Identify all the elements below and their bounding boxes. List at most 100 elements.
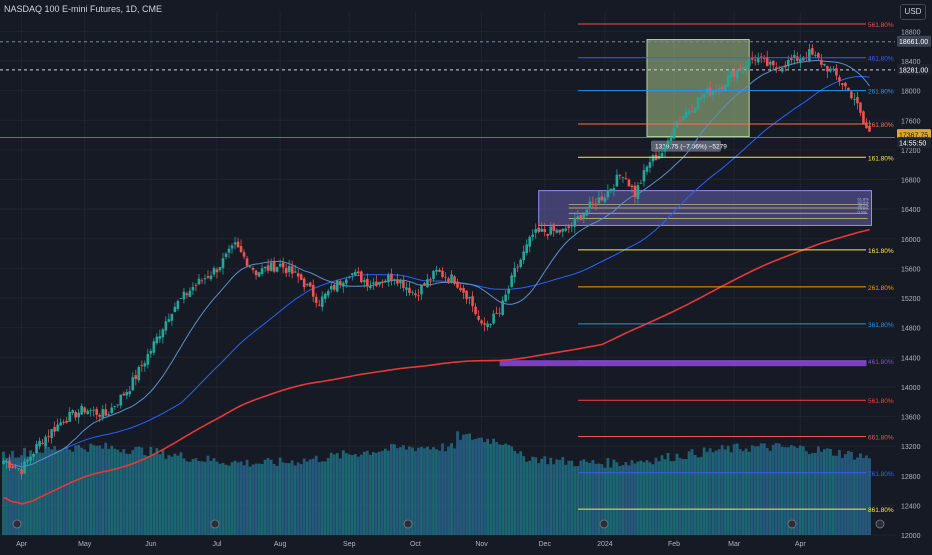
volume-bar (101, 448, 105, 535)
candle-body (687, 110, 691, 115)
candle-body (122, 393, 126, 396)
currency-button[interactable]: USD (900, 4, 926, 20)
volume-bar (299, 464, 303, 535)
volume-bar (456, 431, 459, 535)
candle-body (266, 265, 270, 271)
volume-bar (597, 463, 601, 535)
candle-body (134, 375, 138, 380)
candle-body (720, 86, 724, 89)
volume-bar (338, 458, 342, 535)
candle-body (642, 170, 646, 182)
volume-bar (591, 459, 595, 535)
candle-body (534, 229, 538, 233)
volume-bar (44, 445, 47, 535)
candle-body (663, 145, 667, 152)
volume-bar (612, 459, 616, 535)
event-marker-icon (403, 519, 413, 529)
candle-body (468, 296, 471, 299)
volume-bar (795, 447, 799, 535)
volume-bar (865, 455, 868, 535)
volume-bar (248, 466, 252, 535)
volume-bar (368, 454, 372, 535)
volume-bar (402, 445, 405, 535)
candle-body (432, 270, 435, 279)
volume-bar (170, 456, 174, 535)
fib-label: 461.80% (868, 56, 894, 63)
candle-body (119, 394, 123, 406)
volume-bar (194, 458, 198, 535)
y-tick-label: 14000 (901, 385, 921, 392)
volume-bar (209, 460, 213, 535)
candle-body (717, 88, 721, 91)
candle-body (699, 97, 703, 100)
volume-bar (564, 464, 568, 535)
volume-bar (11, 450, 14, 535)
volume-bar (756, 446, 760, 535)
volume-bar (5, 457, 8, 535)
grid-lines (0, 12, 895, 536)
volume-bar (191, 459, 195, 535)
y-tick-label: 18000 (901, 89, 921, 96)
candle-body (299, 274, 303, 280)
candle-body (567, 226, 571, 229)
candle-body (735, 69, 739, 79)
volume-bar (576, 466, 580, 535)
candle-body (98, 414, 102, 417)
candle-body (621, 176, 625, 178)
candle-body (561, 228, 565, 232)
candle-body (453, 276, 456, 284)
candle-body (185, 293, 189, 296)
candle-body (218, 267, 222, 271)
volume-bar (269, 459, 273, 535)
volume-bar (257, 463, 261, 535)
volume-bar (254, 463, 258, 535)
candle-body (11, 466, 14, 469)
candle-body (820, 59, 823, 65)
candle-body (341, 282, 345, 287)
volume-bar (633, 463, 637, 535)
candle-body (835, 68, 838, 76)
volume-bar (377, 451, 381, 535)
volume-bar (350, 455, 354, 535)
volume-bar (173, 453, 177, 535)
fib-label: 261.80% (868, 122, 894, 129)
volume-bar (432, 447, 435, 535)
y-tick-label: 16400 (901, 207, 921, 214)
volume-bar (585, 461, 589, 535)
candle-body (462, 287, 465, 293)
candle-body (826, 65, 829, 72)
candle-body (799, 58, 802, 63)
candle-body (759, 56, 763, 58)
candle-body (128, 391, 132, 395)
volume-bar (645, 460, 649, 535)
volume-bar (765, 447, 769, 535)
volume-bar (302, 458, 306, 535)
volume-bar (717, 449, 721, 535)
volume-bar (822, 449, 826, 535)
volume-bar (365, 450, 369, 535)
volume-bar (74, 445, 78, 535)
volume-bar (648, 462, 652, 535)
candle-body (197, 278, 201, 285)
candle-body (215, 269, 219, 273)
candle-body (131, 377, 135, 391)
candle-body (260, 268, 264, 275)
candle-body (86, 410, 89, 415)
volume-bar (690, 449, 694, 535)
volume-bar (483, 441, 486, 535)
candle-body (639, 183, 643, 184)
candle-body (528, 236, 532, 247)
candle-body (762, 58, 766, 59)
volume-bar (197, 461, 201, 535)
volume-bar (513, 450, 517, 535)
fibonacci-levels: 561.80% 461.80% 261.80% 261.80% 161.80% 161.8… (578, 22, 894, 514)
volume-bar (8, 457, 11, 535)
volume-bar (296, 462, 300, 535)
volume-bar (86, 451, 90, 535)
candle-body (850, 91, 853, 99)
candle-body (648, 162, 652, 168)
volume-bar (110, 445, 114, 535)
volume-bar (116, 449, 120, 535)
